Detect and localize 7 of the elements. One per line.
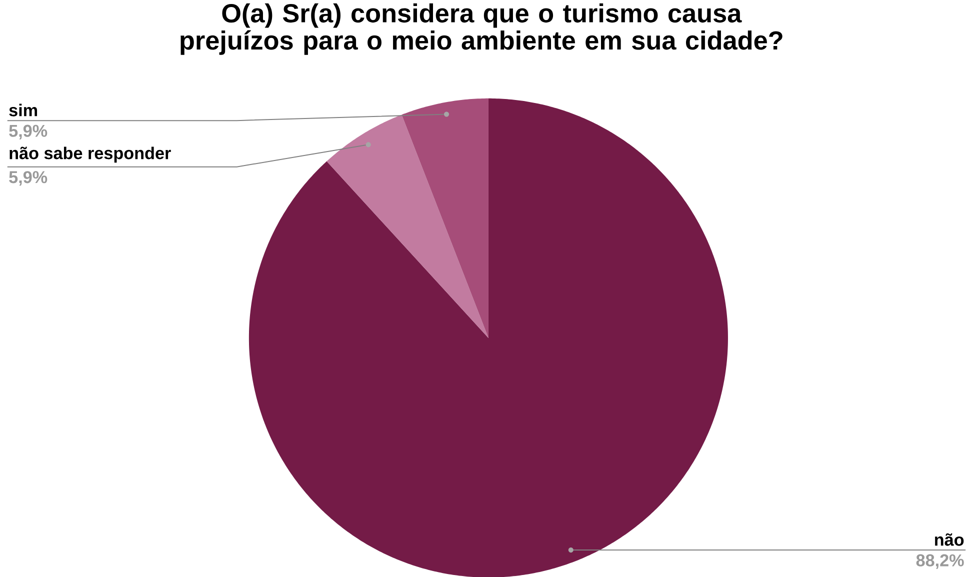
slice-label: não: [935, 533, 964, 546]
chart-title: O(a) Sr(a) considera que o turismo causa prejuízos para o meio ambiente em sua cidade?: [180, 3, 782, 55]
slice-label: não sabe responder: [10, 146, 171, 162]
data-label: 5,9%: [9, 124, 48, 140]
data-label: 88,2%: [916, 554, 964, 569]
slice-label: sim: [9, 104, 38, 116]
data-label: 5,9%: [9, 170, 48, 186]
